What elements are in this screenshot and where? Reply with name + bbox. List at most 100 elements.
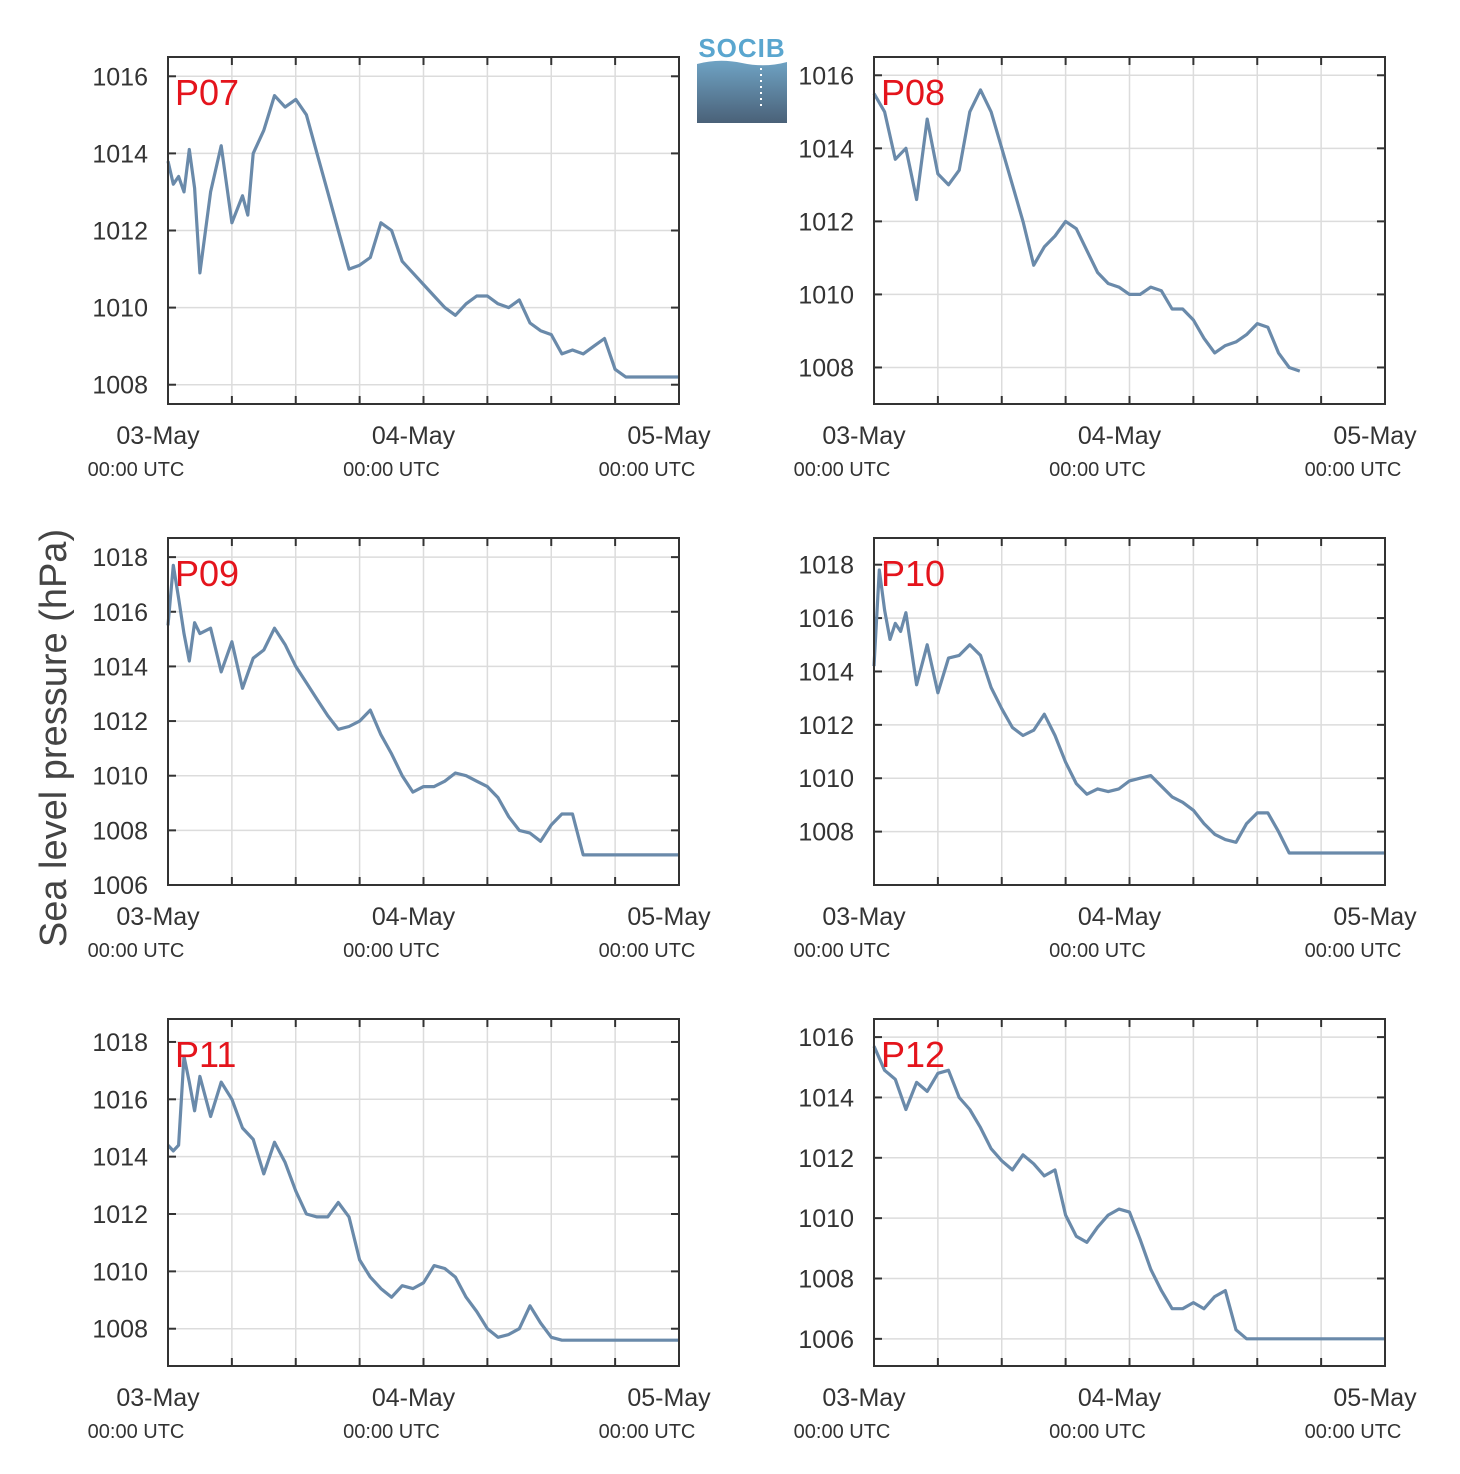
chart-panel-p12: 1006 1008 1010 1012 1014 1016 03-May 00:00 UTC 0…	[794, 1018, 1417, 1443]
x-tick-label-time: 00:00 UTC	[88, 940, 185, 962]
x-tick-label-date: 03-May	[116, 1384, 200, 1412]
y-tick-label: 1010	[92, 1258, 148, 1286]
y-tick-label: 1008	[92, 817, 148, 845]
y-tick-label: 1008	[798, 819, 854, 847]
x-tick-label-time: 00:00 UTC	[343, 459, 440, 481]
y-axis-label: Sea level pressure (hPa)	[33, 529, 75, 947]
x-tick-label-time: 00:00 UTC	[1049, 940, 1146, 962]
axes-frame	[873, 1018, 1386, 1367]
chart-panel-p10: 1008 1010 1012 1014 1016 1018 03-May 00:00 UTC 0…	[794, 537, 1417, 962]
axes-frame	[167, 56, 680, 405]
x-tick-label-date: 05-May	[627, 1384, 711, 1412]
chart-panel-p09: 1006 1008 1010 1012 1014 1016 1018 03-May 00:00 …	[88, 537, 711, 962]
panel-title: P12	[881, 1034, 945, 1075]
logo-text: SOCIB	[698, 33, 785, 63]
x-tick-label-date: 05-May	[627, 422, 711, 450]
y-tick-label: 1014	[92, 1144, 148, 1172]
socib-logo: SOCIB	[697, 33, 787, 123]
y-tick-label: 1010	[798, 281, 854, 309]
y-tick-label: 1018	[92, 544, 148, 572]
x-tick-label-date: 04-May	[1078, 422, 1162, 450]
panel-title: P07	[175, 72, 239, 113]
series-line-p10	[872, 568, 1385, 855]
axes-frame	[167, 537, 680, 886]
x-tick-label-time: 00:00 UTC	[599, 459, 696, 481]
panel-title: P11	[175, 1034, 236, 1075]
y-tick-label: 1012	[798, 1145, 854, 1173]
y-tick-label: 1008	[92, 1316, 148, 1344]
x-tick-label-date: 05-May	[627, 903, 711, 931]
series-line-p08	[872, 88, 1301, 373]
y-tick-label: 1014	[92, 140, 148, 168]
y-tick-label: 1006	[92, 872, 148, 900]
x-tick-label-time: 00:00 UTC	[343, 940, 440, 962]
x-tick-label-time: 00:00 UTC	[794, 1421, 891, 1443]
series-line-p11	[166, 1054, 679, 1342]
x-tick-label-date: 05-May	[1333, 903, 1417, 931]
y-tick-label: 1008	[798, 354, 854, 382]
y-tick-label: 1016	[92, 1086, 148, 1114]
x-tick-label-time: 00:00 UTC	[88, 1421, 185, 1443]
y-tick-label: 1014	[798, 135, 854, 163]
panel-title: P08	[881, 72, 945, 113]
x-tick-label-date: 04-May	[372, 422, 456, 450]
series-line-p12	[872, 1045, 1385, 1341]
y-tick-label: 1014	[798, 658, 854, 686]
x-tick-label-time: 00:00 UTC	[599, 940, 696, 962]
axes-frame	[167, 1018, 680, 1367]
y-tick-label: 1010	[798, 1205, 854, 1233]
x-tick-label-date: 04-May	[1078, 903, 1162, 931]
y-tick-label: 1016	[92, 63, 148, 91]
x-tick-label-time: 00:00 UTC	[1049, 1421, 1146, 1443]
x-tick-label-date: 03-May	[116, 422, 200, 450]
x-tick-label-date: 04-May	[372, 1384, 456, 1412]
x-tick-label-date: 04-May	[372, 903, 456, 931]
y-tick-label: 1016	[798, 62, 854, 90]
x-tick-label-date: 03-May	[822, 903, 906, 931]
panel-title: P10	[881, 553, 945, 594]
x-tick-label-date: 05-May	[1333, 422, 1417, 450]
chart-panel-p08: 1008 1010 1012 1014 1016 03-May 00:00 UTC 04-Ma…	[794, 56, 1417, 481]
y-tick-label: 1008	[798, 1265, 854, 1293]
panel-title: P09	[175, 553, 239, 594]
y-tick-label: 1012	[798, 208, 854, 236]
y-tick-label: 1010	[92, 295, 148, 323]
x-tick-label-time: 00:00 UTC	[1305, 1421, 1402, 1443]
y-tick-label: 1012	[92, 218, 148, 246]
chart-panels: 1008 1010 1012 1014 1016 03-May 00:00 UTC 04-Ma…	[88, 56, 1417, 1443]
y-tick-label: 1012	[798, 712, 854, 740]
x-tick-label-time: 00:00 UTC	[794, 940, 891, 962]
chart-panel-p11: 1008 1010 1012 1014 1016 1018 03-May 00:00 UTC 0…	[88, 1018, 711, 1443]
x-tick-label-date: 03-May	[116, 903, 200, 931]
y-tick-label: 1012	[92, 708, 148, 736]
y-tick-label: 1016	[798, 1024, 854, 1052]
axes-frame	[873, 56, 1386, 405]
x-tick-label-date: 05-May	[1333, 1384, 1417, 1412]
series-line-p07	[166, 94, 679, 379]
x-tick-label-time: 00:00 UTC	[794, 459, 891, 481]
y-tick-label: 1018	[798, 552, 854, 580]
y-tick-label: 1014	[798, 1084, 854, 1112]
y-tick-label: 1012	[92, 1201, 148, 1229]
y-tick-label: 1014	[92, 653, 148, 681]
y-tick-label: 1006	[798, 1326, 854, 1354]
x-tick-label-time: 00:00 UTC	[343, 1421, 440, 1443]
x-tick-label-date: 03-May	[822, 1384, 906, 1412]
axes-frame	[873, 537, 1386, 886]
x-tick-label-time: 00:00 UTC	[1305, 459, 1402, 481]
y-tick-label: 1016	[92, 599, 148, 627]
y-tick-label: 1010	[798, 765, 854, 793]
y-tick-label: 1008	[92, 372, 148, 400]
y-tick-label: 1018	[92, 1029, 148, 1057]
y-tick-label: 1010	[92, 763, 148, 791]
x-tick-label-date: 03-May	[822, 422, 906, 450]
x-tick-label-time: 00:00 UTC	[1305, 940, 1402, 962]
series-line-p09	[166, 563, 679, 857]
x-tick-label-time: 00:00 UTC	[599, 1421, 696, 1443]
x-tick-label-time: 00:00 UTC	[88, 459, 185, 481]
x-tick-label-date: 04-May	[1078, 1384, 1162, 1412]
x-tick-label-time: 00:00 UTC	[1049, 459, 1146, 481]
chart-panel-p07: 1008 1010 1012 1014 1016 03-May 00:00 UTC 04-Ma…	[88, 56, 711, 481]
y-tick-label: 1016	[798, 605, 854, 633]
